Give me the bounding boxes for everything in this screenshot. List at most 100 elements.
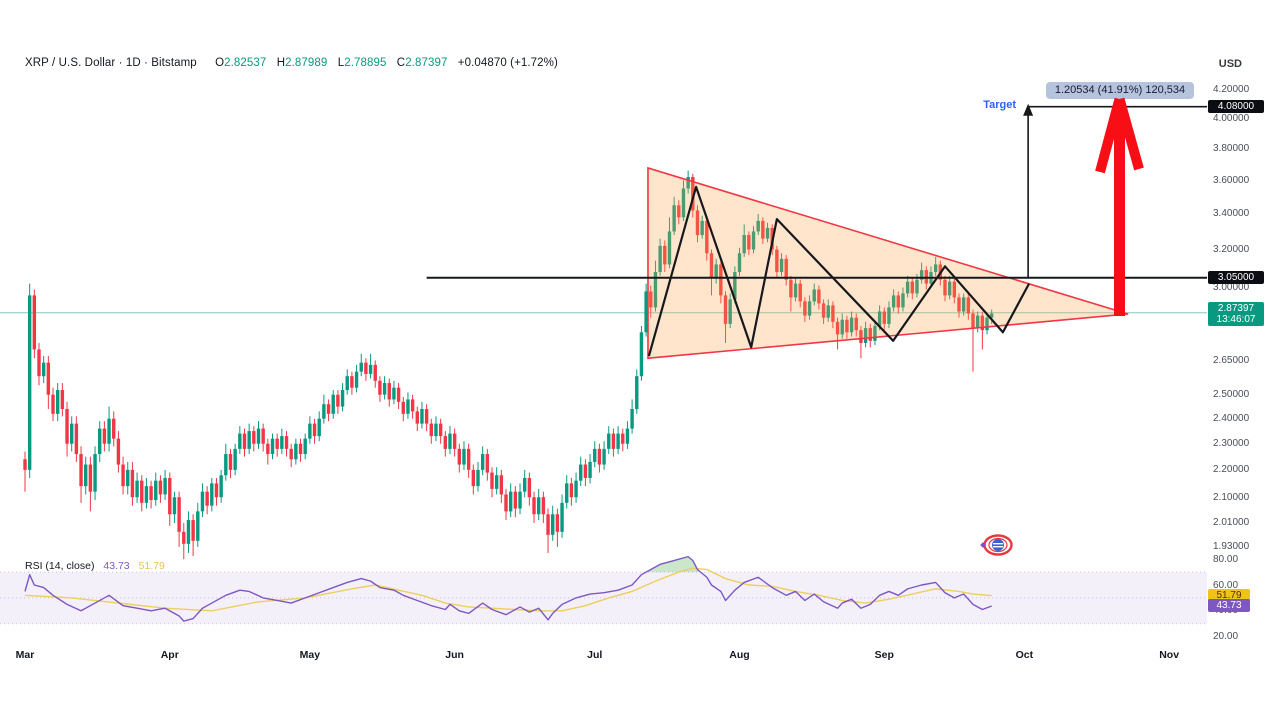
candle-body — [88, 464, 93, 492]
candle-body — [429, 423, 433, 437]
candle-body — [947, 281, 952, 296]
candle-body — [527, 477, 532, 498]
candle-body — [952, 281, 957, 298]
candle-body — [107, 418, 111, 444]
candle-body — [943, 279, 947, 296]
candle-body — [868, 328, 872, 341]
candle-body — [466, 448, 471, 470]
candle-body — [649, 291, 653, 308]
candle-body — [163, 477, 167, 495]
time-axis-label-jul: Jul — [587, 649, 603, 661]
candle-body — [205, 491, 209, 506]
last-price-tag: 2.87397 13:46:07 — [1208, 301, 1264, 326]
candle-body — [854, 317, 858, 331]
sticker-icon[interactable] — [980, 534, 1013, 556]
candle-body — [756, 220, 760, 232]
candle-body — [751, 231, 756, 250]
candle-body — [887, 307, 891, 324]
candle-body — [877, 311, 882, 326]
symbol-title[interactable]: XRP / U.S. Dollar · 1D · Bitstamp — [25, 57, 197, 69]
candle-body — [653, 272, 658, 308]
candle-body — [929, 272, 933, 284]
candle-body — [65, 408, 69, 444]
candle-body — [438, 423, 443, 437]
candle-body — [410, 399, 415, 412]
price-tick-label: 3.80000 — [1213, 143, 1250, 154]
candle-body — [158, 480, 163, 495]
candle-body — [639, 332, 644, 377]
time-axis-label-oct: Oct — [1015, 649, 1034, 661]
time-axis[interactable]: Mar Apr May Jun Jul Aug Sep Oct Nov — [0, 649, 1280, 665]
symbol-legend[interactable]: XRP / U.S. Dollar · 1D · Bitstamp O2.825… — [25, 57, 558, 69]
candle-body — [723, 295, 728, 324]
candle-body — [840, 319, 844, 335]
rsi-line — [24, 555, 992, 622]
candle-body — [98, 428, 102, 455]
candle-body — [471, 469, 476, 487]
candle-body — [452, 433, 457, 449]
candle-body — [733, 272, 737, 300]
candle-body — [541, 497, 546, 515]
candle-body — [359, 362, 363, 372]
candle-body — [168, 477, 172, 515]
candle-body — [807, 301, 812, 316]
zigzag-trend-drawing[interactable] — [647, 185, 1031, 357]
candle-body — [784, 258, 788, 280]
price-tick-label: 2.20000 — [1213, 464, 1250, 476]
target-arrowhead-icon — [1023, 103, 1034, 116]
rsi-value-tag: 43.73 — [1208, 599, 1250, 613]
candle-body — [859, 330, 863, 343]
candle-body — [126, 469, 130, 487]
price-tick-label: 4.00000 — [1213, 112, 1250, 124]
rsi-tick-label: 80.00 — [1213, 553, 1239, 565]
candle-body — [971, 313, 975, 329]
rsi-legend[interactable]: RSI (14, close) 43.73 51.79 — [25, 560, 165, 572]
candle-body — [70, 423, 74, 444]
candle-body — [60, 390, 65, 409]
price-tick-label: 2.01000 — [1213, 517, 1250, 529]
candle-body — [975, 315, 980, 329]
candle-body — [658, 245, 662, 273]
candle-body — [233, 448, 237, 470]
candle-body — [873, 325, 877, 341]
candle-body — [826, 305, 830, 318]
candle-body — [280, 436, 284, 449]
candle-body — [345, 376, 349, 391]
candle-body — [882, 311, 886, 324]
candle-body — [957, 297, 961, 312]
price-tick-label: 3.20000 — [1213, 244, 1250, 256]
price-tick-label: 2.50000 — [1213, 389, 1250, 401]
candle-body — [368, 364, 373, 374]
candle-body — [789, 279, 793, 298]
candle-body — [322, 404, 326, 419]
red-arrow-drawing[interactable] — [1095, 97, 1144, 316]
candle-body — [378, 380, 382, 395]
candle-body — [835, 321, 840, 335]
candle-body — [891, 295, 896, 308]
triangle-pattern-drawing[interactable] — [647, 166, 1129, 360]
candle-body — [989, 313, 994, 318]
candle-body — [672, 205, 676, 232]
candle-body — [644, 291, 648, 333]
candle-body — [196, 511, 200, 541]
candle-body — [980, 315, 985, 331]
target-text-label[interactable]: Target — [983, 99, 1016, 111]
candle-body — [154, 480, 158, 501]
candle-body — [588, 461, 592, 478]
price-range-projection-label[interactable]: 1.20534 (41.91%) 120,534 — [1046, 82, 1194, 99]
candle-body — [317, 418, 321, 437]
close-label: C — [396, 57, 406, 69]
candle-body — [480, 454, 485, 470]
candle-body — [705, 220, 709, 254]
candle-body — [112, 418, 116, 439]
candle-body — [135, 480, 139, 498]
target-arrow-drawing[interactable] — [1023, 103, 1207, 278]
candle-body — [303, 438, 307, 455]
candle-body — [966, 297, 971, 314]
candle-body — [602, 448, 606, 465]
candle-body — [420, 408, 424, 424]
candle-body — [728, 299, 732, 324]
candle-body — [630, 408, 634, 429]
